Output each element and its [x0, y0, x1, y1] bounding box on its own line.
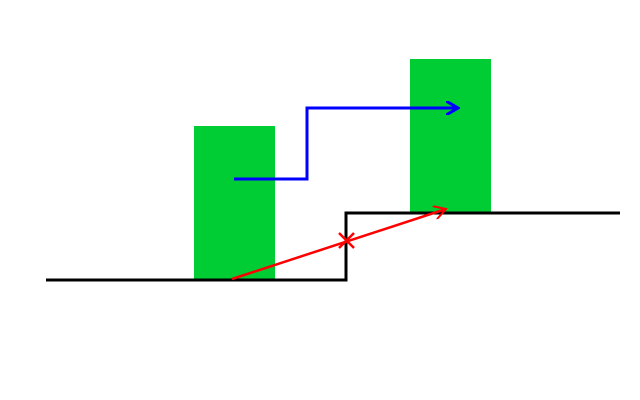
upper-green-block: [410, 59, 491, 213]
red-cross-mark: [338, 232, 355, 249]
lower-green-block: [194, 126, 275, 281]
ground-step-line: [46, 211, 620, 282]
blue-stepped-arrow: [234, 108, 458, 181]
red-diagonal-arrow: [231, 209, 446, 281]
